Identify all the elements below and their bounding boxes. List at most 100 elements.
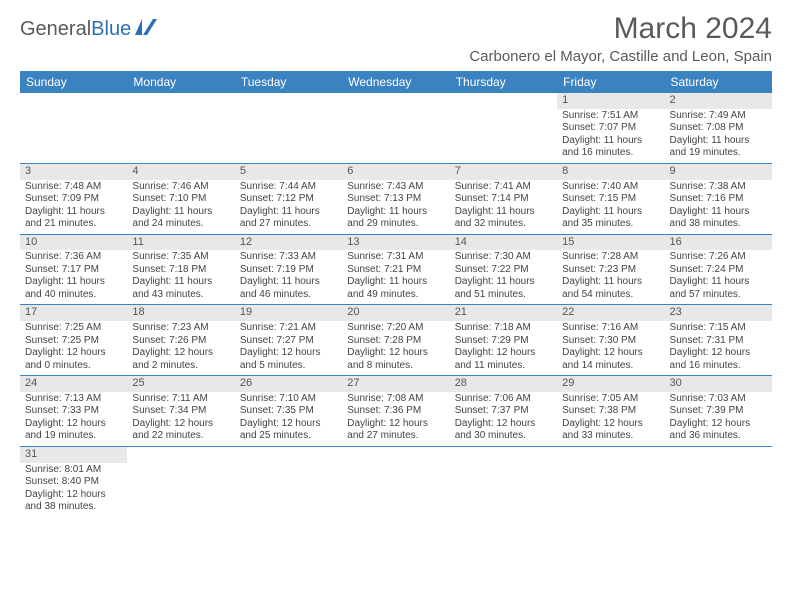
day-number: 15 [557,235,664,251]
daylight-text: and 5 minutes. [240,360,337,373]
sunrise-text: Sunrise: 7:46 AM [132,181,229,194]
week-row: 10Sunrise: 7:36 AMSunset: 7:17 PMDayligh… [20,235,772,306]
day-cell [450,93,557,163]
daylight-text: and 16 minutes. [562,147,659,160]
daylight-text: and 14 minutes. [562,360,659,373]
day-number: 7 [450,164,557,180]
day-body: Sunrise: 7:03 AMSunset: 7:39 PMDaylight:… [665,392,772,446]
day-cell: 17Sunrise: 7:25 AMSunset: 7:25 PMDayligh… [20,305,127,375]
day-cell [450,447,557,517]
sunset-text: Sunset: 7:28 PM [347,335,444,348]
sunset-text: Sunset: 7:19 PM [240,264,337,277]
day-body: Sunrise: 7:26 AMSunset: 7:24 PMDaylight:… [665,250,772,304]
sunset-text: Sunset: 7:18 PM [132,264,229,277]
dow-friday: Friday [557,71,664,93]
daylight-text: and 38 minutes. [670,218,767,231]
day-cell: 1Sunrise: 7:51 AMSunset: 7:07 PMDaylight… [557,93,664,163]
day-body [450,95,557,99]
day-cell: 27Sunrise: 7:08 AMSunset: 7:36 PMDayligh… [342,376,449,446]
day-number: 22 [557,305,664,321]
sunset-text: Sunset: 7:33 PM [25,405,122,418]
flag-icon [135,18,157,41]
sunrise-text: Sunrise: 7:06 AM [455,393,552,406]
sunrise-text: Sunrise: 7:38 AM [670,181,767,194]
sunset-text: Sunset: 8:40 PM [25,476,122,489]
sunrise-text: Sunrise: 7:18 AM [455,322,552,335]
sunset-text: Sunset: 7:34 PM [132,405,229,418]
day-number: 10 [20,235,127,251]
day-number: 1 [557,93,664,109]
day-number: 3 [20,164,127,180]
sunset-text: Sunset: 7:24 PM [670,264,767,277]
day-number: 9 [665,164,772,180]
day-number: 24 [20,376,127,392]
day-number: 8 [557,164,664,180]
day-cell: 14Sunrise: 7:30 AMSunset: 7:22 PMDayligh… [450,235,557,305]
logo-text-2: Blue [91,18,131,41]
daylight-text: and 35 minutes. [562,218,659,231]
daylight-text: Daylight: 11 hours [562,206,659,219]
day-cell: 29Sunrise: 7:05 AMSunset: 7:38 PMDayligh… [557,376,664,446]
day-body: Sunrise: 7:44 AMSunset: 7:12 PMDaylight:… [235,180,342,234]
daylight-text: Daylight: 12 hours [132,347,229,360]
day-body: Sunrise: 7:51 AMSunset: 7:07 PMDaylight:… [557,109,664,163]
sunset-text: Sunset: 7:30 PM [562,335,659,348]
sunset-text: Sunset: 7:26 PM [132,335,229,348]
day-body: Sunrise: 7:30 AMSunset: 7:22 PMDaylight:… [450,250,557,304]
day-body: Sunrise: 7:15 AMSunset: 7:31 PMDaylight:… [665,321,772,375]
day-body [342,95,449,99]
daylight-text: Daylight: 12 hours [347,347,444,360]
dow-thursday: Thursday [450,71,557,93]
sunset-text: Sunset: 7:10 PM [132,193,229,206]
day-cell: 28Sunrise: 7:06 AMSunset: 7:37 PMDayligh… [450,376,557,446]
daylight-text: and 36 minutes. [670,430,767,443]
daylight-text: Daylight: 12 hours [240,418,337,431]
daylight-text: Daylight: 11 hours [455,206,552,219]
day-body: Sunrise: 7:41 AMSunset: 7:14 PMDaylight:… [450,180,557,234]
sunset-text: Sunset: 7:21 PM [347,264,444,277]
daylight-text: Daylight: 11 hours [132,206,229,219]
daylight-text: Daylight: 11 hours [240,276,337,289]
daylight-text: Daylight: 11 hours [132,276,229,289]
daylight-text: Daylight: 11 hours [347,206,444,219]
month-title: March 2024 [469,12,772,46]
day-number: 31 [20,447,127,463]
sunrise-text: Sunrise: 7:31 AM [347,251,444,264]
daylight-text: and 0 minutes. [25,360,122,373]
sunrise-text: Sunrise: 7:16 AM [562,322,659,335]
dow-saturday: Saturday [665,71,772,93]
week-row: 1Sunrise: 7:51 AMSunset: 7:07 PMDaylight… [20,93,772,164]
day-body: Sunrise: 7:48 AMSunset: 7:09 PMDaylight:… [20,180,127,234]
day-number: 4 [127,164,234,180]
daylight-text: and 40 minutes. [25,289,122,302]
logo-text-1: General [20,18,91,41]
daylight-text: and 32 minutes. [455,218,552,231]
sunrise-text: Sunrise: 7:13 AM [25,393,122,406]
day-cell: 13Sunrise: 7:31 AMSunset: 7:21 PMDayligh… [342,235,449,305]
day-number: 20 [342,305,449,321]
sunrise-text: Sunrise: 7:15 AM [670,322,767,335]
day-body: Sunrise: 7:28 AMSunset: 7:23 PMDaylight:… [557,250,664,304]
sunrise-text: Sunrise: 7:23 AM [132,322,229,335]
daylight-text: Daylight: 12 hours [670,347,767,360]
sunset-text: Sunset: 7:17 PM [25,264,122,277]
sunset-text: Sunset: 7:31 PM [670,335,767,348]
daylight-text: Daylight: 12 hours [562,347,659,360]
day-cell: 18Sunrise: 7:23 AMSunset: 7:26 PMDayligh… [127,305,234,375]
dow-wednesday: Wednesday [342,71,449,93]
day-number: 6 [342,164,449,180]
day-body: Sunrise: 7:25 AMSunset: 7:25 PMDaylight:… [20,321,127,375]
sunrise-text: Sunrise: 7:03 AM [670,393,767,406]
day-body [235,449,342,453]
daylight-text: and 57 minutes. [670,289,767,302]
daylight-text: Daylight: 12 hours [25,489,122,502]
day-cell: 31Sunrise: 8:01 AMSunset: 8:40 PMDayligh… [20,447,127,517]
day-cell: 24Sunrise: 7:13 AMSunset: 7:33 PMDayligh… [20,376,127,446]
day-cell [557,447,664,517]
sunset-text: Sunset: 7:37 PM [455,405,552,418]
day-number: 23 [665,305,772,321]
calendar: Sunday Monday Tuesday Wednesday Thursday… [20,71,772,517]
day-body: Sunrise: 7:36 AMSunset: 7:17 PMDaylight:… [20,250,127,304]
sunrise-text: Sunrise: 7:48 AM [25,181,122,194]
day-cell [342,93,449,163]
